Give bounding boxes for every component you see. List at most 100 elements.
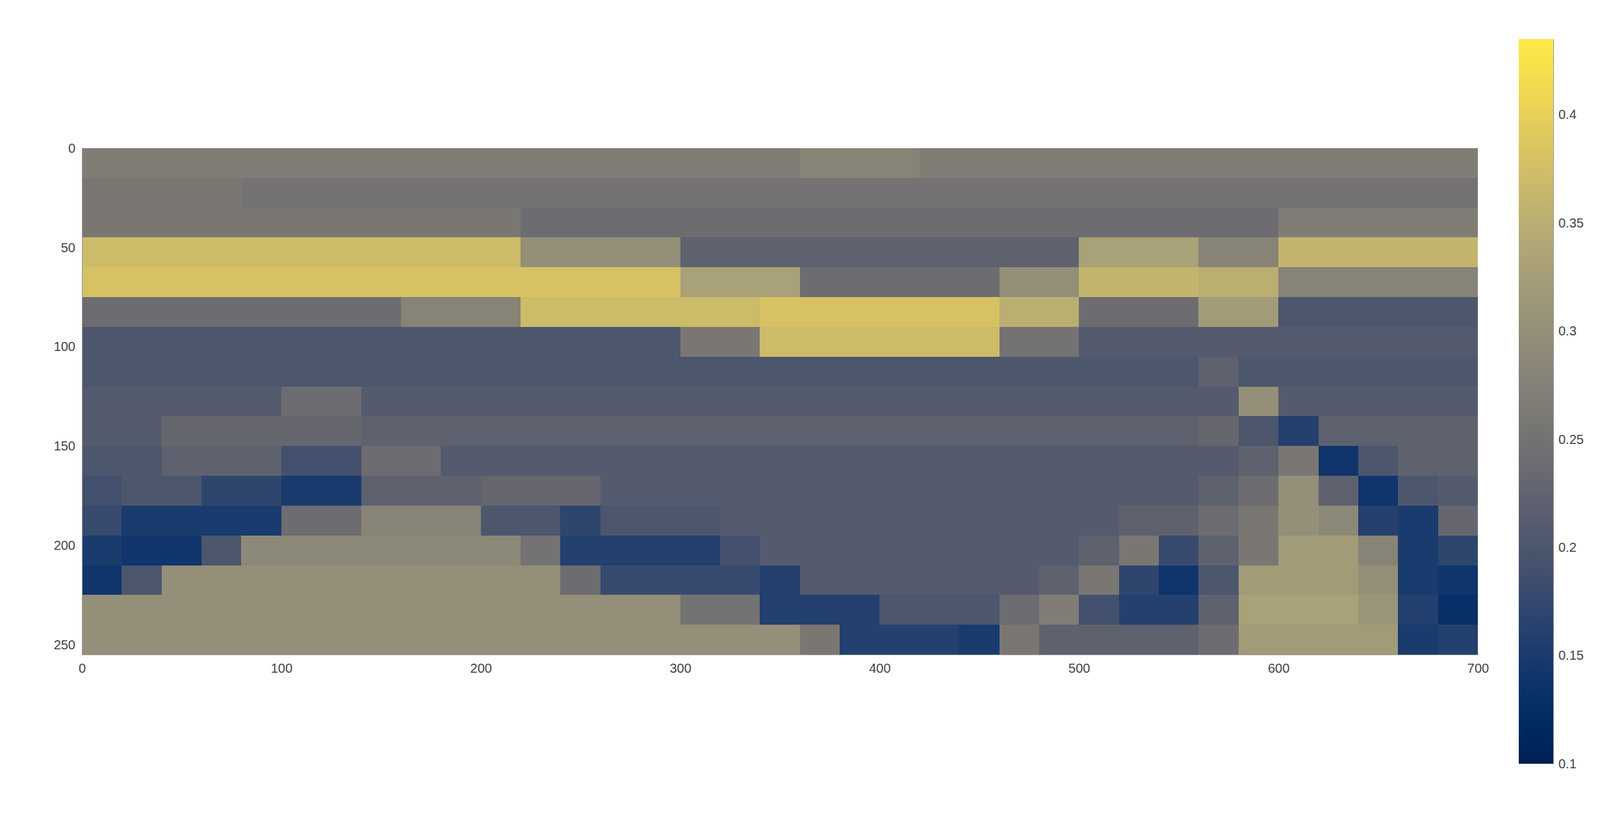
heatmap-cell <box>440 148 481 179</box>
heatmap-cell <box>919 148 960 179</box>
tick-label: 0.1 <box>1558 756 1577 771</box>
heatmap-cell <box>81 386 123 417</box>
heatmap-cell <box>1278 207 1319 238</box>
heatmap-cell <box>1078 565 1120 596</box>
heatmap-cell <box>1318 326 1359 357</box>
heatmap-cell <box>800 535 841 566</box>
heatmap-cell <box>1119 178 1160 208</box>
heatmap-cell <box>1119 505 1160 536</box>
heatmap-cell <box>600 475 641 506</box>
heatmap-cell <box>241 505 282 536</box>
heatmap-cell <box>201 415 242 446</box>
heatmap-cell <box>400 475 442 506</box>
heatmap-cell <box>81 356 123 387</box>
heatmap-cell <box>321 565 362 596</box>
heatmap-cell <box>839 624 880 655</box>
heatmap-cell <box>759 505 800 536</box>
heatmap-cell <box>560 148 601 179</box>
heatmap-cell <box>321 148 362 179</box>
tick-label: 150 <box>53 438 76 453</box>
heatmap-cell <box>161 445 203 476</box>
tick-label: 200 <box>53 538 76 553</box>
heatmap-cell <box>1438 535 1478 566</box>
tick: 250 <box>53 637 82 652</box>
heatmap-cell <box>480 505 522 536</box>
heatmap-cell <box>800 505 841 536</box>
heatmap-cell <box>520 445 561 476</box>
heatmap-cell <box>919 415 960 446</box>
tick: 0.15 <box>1553 647 1584 663</box>
heatmap-cell <box>281 178 322 208</box>
heatmap-cell <box>321 386 362 417</box>
heatmap-cell <box>201 445 242 476</box>
heatmap-cell <box>161 565 203 596</box>
heatmap-cell <box>959 415 1000 446</box>
heatmap-cell <box>1158 475 1200 506</box>
heatmap-cell <box>480 207 522 238</box>
heatmap-cell <box>321 505 362 536</box>
heatmap-cell <box>1158 445 1200 476</box>
heatmap-cell <box>1438 356 1478 387</box>
heatmap-cell <box>520 356 561 387</box>
heatmap-cell <box>959 535 1000 566</box>
heatmap-cell <box>1238 237 1279 268</box>
heatmap-cell <box>879 267 920 297</box>
heatmap-cell <box>161 148 203 179</box>
heatmap-cell <box>161 178 203 208</box>
heatmap-cell <box>600 386 641 417</box>
heatmap-cell <box>759 296 800 327</box>
heatmap-cell <box>121 326 162 357</box>
heatmap-cell <box>800 624 841 655</box>
heatmap-cell <box>201 267 242 297</box>
heatmap-cell <box>680 386 721 417</box>
heatmap-cell <box>121 624 162 655</box>
heatmap-cell <box>1397 565 1439 596</box>
heatmap-cell <box>121 386 162 417</box>
heatmap-cell <box>1438 624 1478 655</box>
heatmap-cell <box>321 237 362 268</box>
heatmap-cell <box>361 237 402 268</box>
heatmap-cell <box>800 565 841 596</box>
heatmap-cell <box>440 505 481 536</box>
colorbar <box>1518 38 1554 764</box>
heatmap-cell <box>919 326 960 357</box>
heatmap-cell <box>839 296 880 327</box>
heatmap-cell <box>640 356 681 387</box>
heatmap-cell <box>281 505 322 536</box>
tick: 150 <box>53 438 82 453</box>
heatmap-cell <box>560 267 601 297</box>
heatmap-cell <box>1039 445 1080 476</box>
heatmap-cell <box>241 535 282 566</box>
heatmap-cell <box>281 148 322 179</box>
heatmap-cell <box>201 594 242 625</box>
heatmap-cell <box>919 296 960 327</box>
heatmap-cell <box>600 178 641 208</box>
heatmap-cell <box>839 326 880 357</box>
heatmap-cell <box>720 178 761 208</box>
heatmap-cell <box>81 565 123 596</box>
heatmap-cell <box>1198 148 1239 179</box>
heatmap-cell <box>321 356 362 387</box>
heatmap-cell <box>281 207 322 238</box>
heatmap-cell <box>800 237 841 268</box>
heatmap-cell <box>1278 386 1319 417</box>
heatmap-cell <box>480 535 522 566</box>
heatmap-cell <box>81 445 123 476</box>
heatmap-cell <box>560 207 601 238</box>
heatmap-cell <box>361 594 402 625</box>
heatmap-cell <box>959 505 1000 536</box>
heatmap-cell <box>759 594 800 625</box>
heatmap-cell <box>640 148 681 179</box>
heatmap-cell <box>720 148 761 179</box>
heatmap-cell <box>959 475 1000 506</box>
heatmap-cell <box>1318 445 1359 476</box>
heatmap-cell <box>1039 326 1080 357</box>
heatmap-cell <box>400 296 442 327</box>
heatmap-cell <box>1358 178 1399 208</box>
x-axis: 0100200300400500600700 <box>78 654 1489 676</box>
heatmap-cell <box>759 624 800 655</box>
heatmap-cell <box>1318 178 1359 208</box>
heatmap-cell <box>959 594 1000 625</box>
heatmap-cell <box>1119 475 1160 506</box>
heatmap-cell <box>720 386 761 417</box>
